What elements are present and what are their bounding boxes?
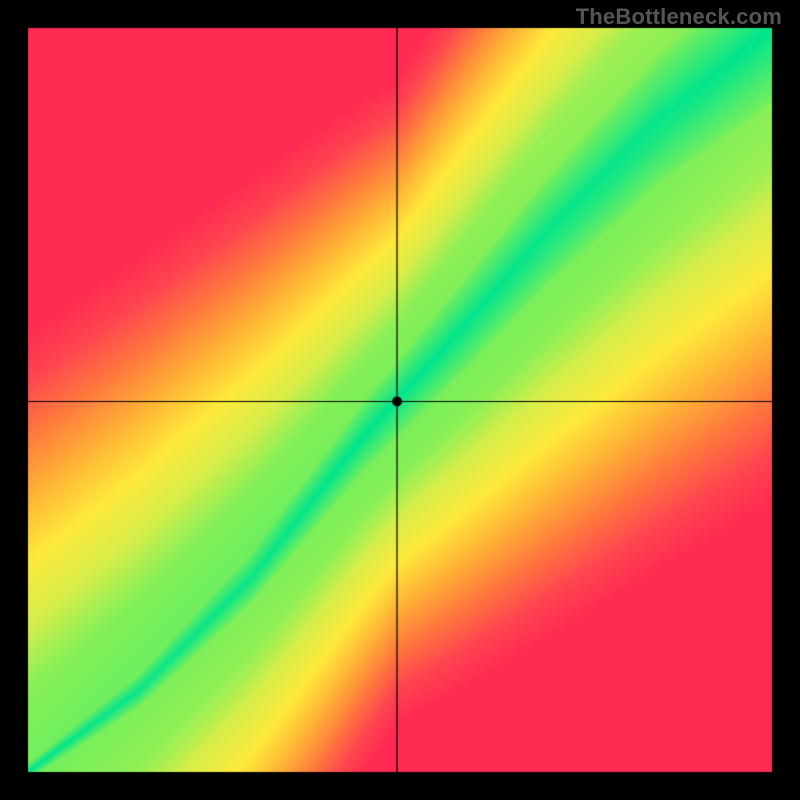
chart-container: TheBottleneck.com xyxy=(0,0,800,800)
watermark-source: TheBottleneck.com xyxy=(576,4,782,30)
bottleneck-heatmap xyxy=(0,0,800,800)
